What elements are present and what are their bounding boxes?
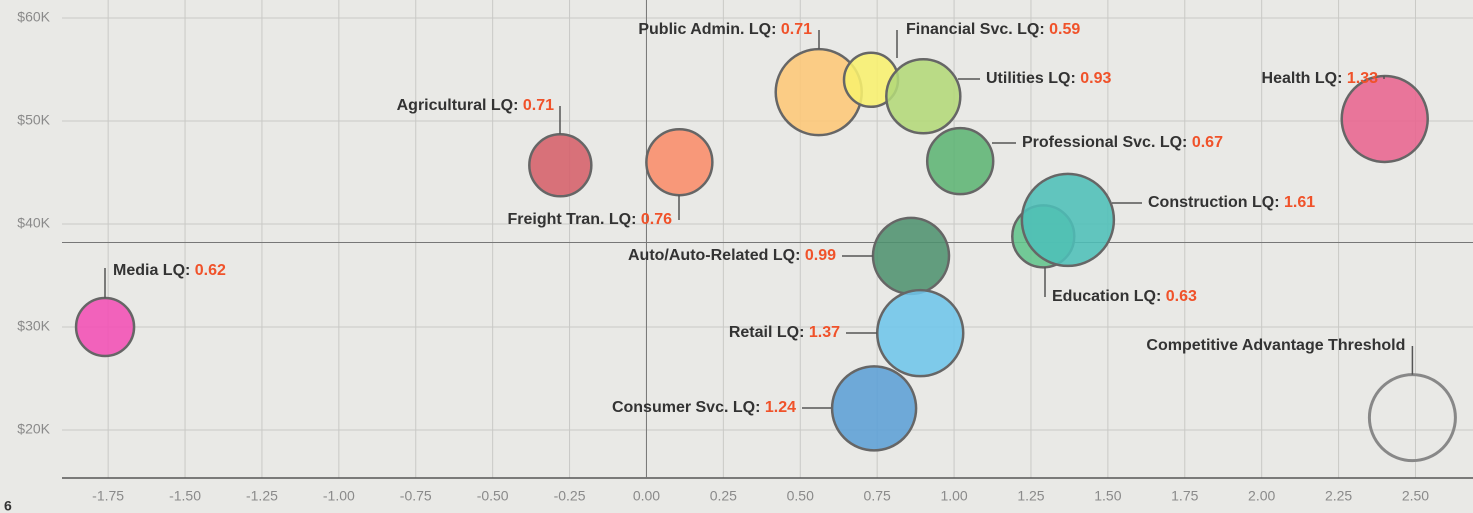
x-tick-label: -1.25 (246, 488, 278, 504)
bubble-label: Auto/Auto-Related LQ: 0.99 (628, 247, 836, 264)
bubble (925, 126, 995, 196)
x-tick-label: 1.50 (1094, 488, 1121, 504)
label-lq: 0.59 (1049, 21, 1080, 38)
bubble-label: Public Admin. LQ: 0.71 (638, 21, 812, 38)
x-tick-label: 2.00 (1248, 488, 1275, 504)
label-lq: 0.71 (781, 21, 812, 38)
x-tick-label: 1.25 (1017, 488, 1044, 504)
bubble (1340, 74, 1429, 164)
label-name: Freight Tran. LQ: (508, 211, 641, 228)
x-tick-label: -0.25 (554, 488, 586, 504)
x-tick-label: 1.75 (1171, 488, 1198, 504)
bubble-label: Agricultural LQ: 0.71 (397, 97, 554, 114)
bubble (885, 58, 962, 135)
x-tick-label: -1.00 (323, 488, 355, 504)
x-tick-label: 0.75 (864, 488, 891, 504)
y-tick-label: $60K (17, 9, 50, 25)
bubble (528, 133, 593, 198)
label-name: Professional Svc. LQ: (1022, 134, 1192, 151)
label-lq: 0.67 (1192, 134, 1223, 151)
label-name: Health LQ: (1262, 70, 1347, 87)
label-name: Utilities LQ: (986, 70, 1080, 87)
x-tick-label: 2.50 (1402, 488, 1429, 504)
bubble (875, 288, 965, 378)
page-number: 6 (4, 498, 12, 513)
bubble-label: Freight Tran. LQ: 0.76 (508, 211, 673, 228)
y-tick-label: $30K (17, 318, 50, 334)
label-lq: 1.37 (809, 324, 840, 341)
label-lq: 0.76 (641, 211, 672, 228)
x-tick-label: -0.50 (477, 488, 509, 504)
x-tick-label: -0.75 (400, 488, 432, 504)
bubble-label: Retail LQ: 1.37 (729, 324, 840, 341)
label-name: Financial Svc. LQ: (906, 21, 1049, 38)
bubble-label: Health LQ: 1.33 (1262, 70, 1379, 87)
x-tick-label: 0.00 (633, 488, 660, 504)
bubble (830, 365, 918, 452)
y-tick-label: $50K (17, 112, 50, 128)
label-lq: 0.99 (805, 247, 836, 264)
label-name: Construction LQ: (1148, 194, 1284, 211)
x-tick-label: 1.00 (940, 488, 967, 504)
bubble (645, 127, 714, 197)
bubble (1020, 172, 1116, 268)
x-tick-label: 2.25 (1325, 488, 1352, 504)
x-tick-label: -1.75 (92, 488, 124, 504)
bubble (74, 296, 136, 358)
bubble-label: Utilities LQ: 0.93 (986, 70, 1111, 87)
label-name: Retail LQ: (729, 324, 809, 341)
label-lq: 0.62 (195, 262, 226, 279)
label-name: Agricultural LQ: (397, 97, 523, 114)
label-lq: 1.33 (1347, 70, 1378, 87)
bubble-label: Financial Svc. LQ: 0.59 (906, 21, 1080, 38)
label-name: Media LQ: (113, 262, 195, 279)
y-tick-label: $40K (17, 215, 50, 231)
label-name: Auto/Auto-Related LQ: (628, 247, 805, 264)
x-tick-label: 0.50 (787, 488, 814, 504)
bubble-label: Consumer Svc. LQ: 1.24 (612, 399, 796, 416)
bubble-label: Media LQ: 0.62 (113, 262, 226, 279)
threshold-bubble (1367, 373, 1457, 463)
label-name: Education LQ: (1052, 288, 1166, 305)
x-tick-label: -1.50 (169, 488, 201, 504)
label-lq: 0.93 (1080, 70, 1111, 87)
label-lq: 0.71 (523, 97, 554, 114)
bubble (871, 216, 951, 296)
label-lq: 0.63 (1166, 288, 1197, 305)
label-lq: 1.61 (1284, 194, 1315, 211)
label-lq: 1.24 (765, 399, 796, 416)
x-tick-label: 0.25 (710, 488, 737, 504)
label-name: Public Admin. LQ: (638, 21, 781, 38)
label-name: Consumer Svc. LQ: (612, 399, 765, 416)
bubble-label: Construction LQ: 1.61 (1148, 194, 1315, 211)
y-tick-label: $20K (17, 421, 50, 437)
threshold-label: Competitive Advantage Threshold (1146, 337, 1405, 354)
bubble-label: Education LQ: 0.63 (1052, 288, 1197, 305)
bubble-label: Professional Svc. LQ: 0.67 (1022, 134, 1223, 151)
